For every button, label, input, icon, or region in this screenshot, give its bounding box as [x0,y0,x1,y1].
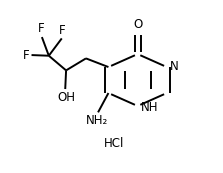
Text: N: N [170,60,179,73]
Text: NH: NH [141,101,158,114]
Text: HCl: HCl [104,138,124,151]
Text: OH: OH [57,91,75,104]
Text: F: F [38,22,44,35]
Text: F: F [59,24,66,37]
Text: O: O [133,18,142,31]
Text: NH₂: NH₂ [86,114,108,127]
Text: F: F [23,49,29,62]
